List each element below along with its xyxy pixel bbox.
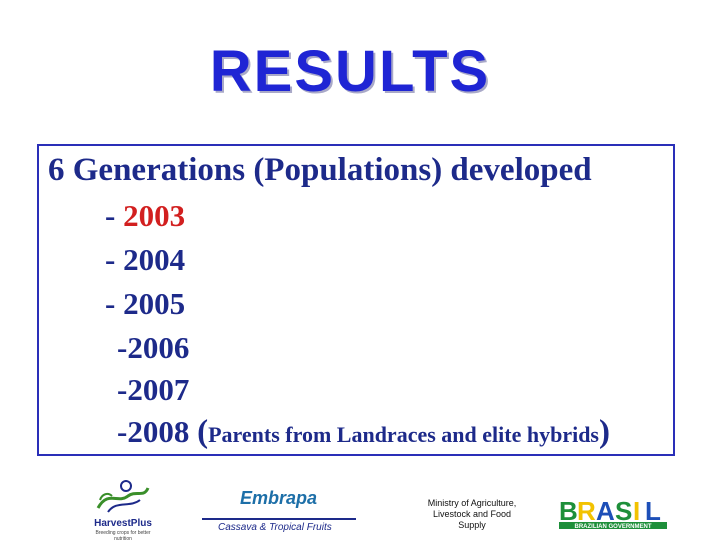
- generation-prefix: -: [117, 330, 128, 365]
- generation-prefix: -: [105, 242, 124, 277]
- brasil-letter: S: [615, 496, 632, 526]
- footer-logos: HarvestPlus Breeding crops for better nu…: [0, 468, 720, 542]
- note-close-paren: ): [599, 414, 610, 450]
- brasil-letter: L: [645, 496, 661, 526]
- generation-prefix: -: [105, 286, 124, 321]
- brasil-letter: R: [577, 496, 596, 526]
- generation-item: - 2005: [105, 286, 185, 322]
- generation-item: - 2004: [105, 242, 185, 278]
- brasil-letter: B: [559, 496, 578, 526]
- generation-year: 2006: [127, 330, 190, 365]
- generation-year: 2007: [127, 372, 190, 407]
- slide-title: RESULTS: [209, 39, 491, 104]
- generation-item: - 2003: [105, 198, 185, 234]
- generation-prefix: -: [117, 372, 128, 407]
- generation-year: 2005: [123, 286, 186, 321]
- brasil-letter: I: [633, 496, 640, 526]
- harvestplus-figure-icon: [96, 480, 150, 513]
- generation-year: 2008: [127, 414, 190, 449]
- results-heading: 6 Generations (Populations) developed: [48, 152, 592, 188]
- generation-year: 2003: [123, 198, 186, 233]
- harvestplus-tagline: Breeding crops for better nutrition: [95, 530, 151, 542]
- generation-note: Parents from Landraces and elite hybrids: [208, 422, 599, 447]
- generation-prefix: -: [117, 414, 128, 449]
- brasil-caption: BRAZILIAN GOVERNMENT: [575, 524, 652, 530]
- embrapa-underline: [202, 518, 356, 520]
- ministry-line: Livestock and Food: [432, 509, 512, 519]
- brasil-government-logo: B R A S I L BRAZILIAN GOVERNMENT: [557, 496, 669, 530]
- ministry-line: Supply: [458, 520, 486, 530]
- generation-year: 2004: [123, 242, 186, 277]
- harvestplus-name: HarvestPlus: [94, 518, 152, 529]
- embrapa-name: Embrapa: [240, 488, 318, 508]
- embrapa-subtitle: Cassava & Tropical Fruits: [218, 522, 332, 533]
- harvestplus-logo: HarvestPlus Breeding crops for better nu…: [88, 478, 158, 542]
- generation-item: -2006: [117, 330, 189, 366]
- note-open-paren: (: [197, 414, 209, 450]
- generation-prefix: -: [105, 198, 124, 233]
- ministry-line: Ministry of Agriculture,: [427, 498, 517, 508]
- results-box: 6 Generations (Populations) developed - …: [37, 144, 675, 456]
- ministry-text: Ministry of Agriculture, Livestock and F…: [414, 498, 530, 531]
- generation-item: -2008 (Parents from Landraces and elite …: [117, 414, 610, 451]
- embrapa-logo: Embrapa Cassava & Tropical Fruits: [200, 488, 360, 533]
- brasil-letter: A: [596, 496, 615, 526]
- generation-item: -2007: [117, 372, 189, 408]
